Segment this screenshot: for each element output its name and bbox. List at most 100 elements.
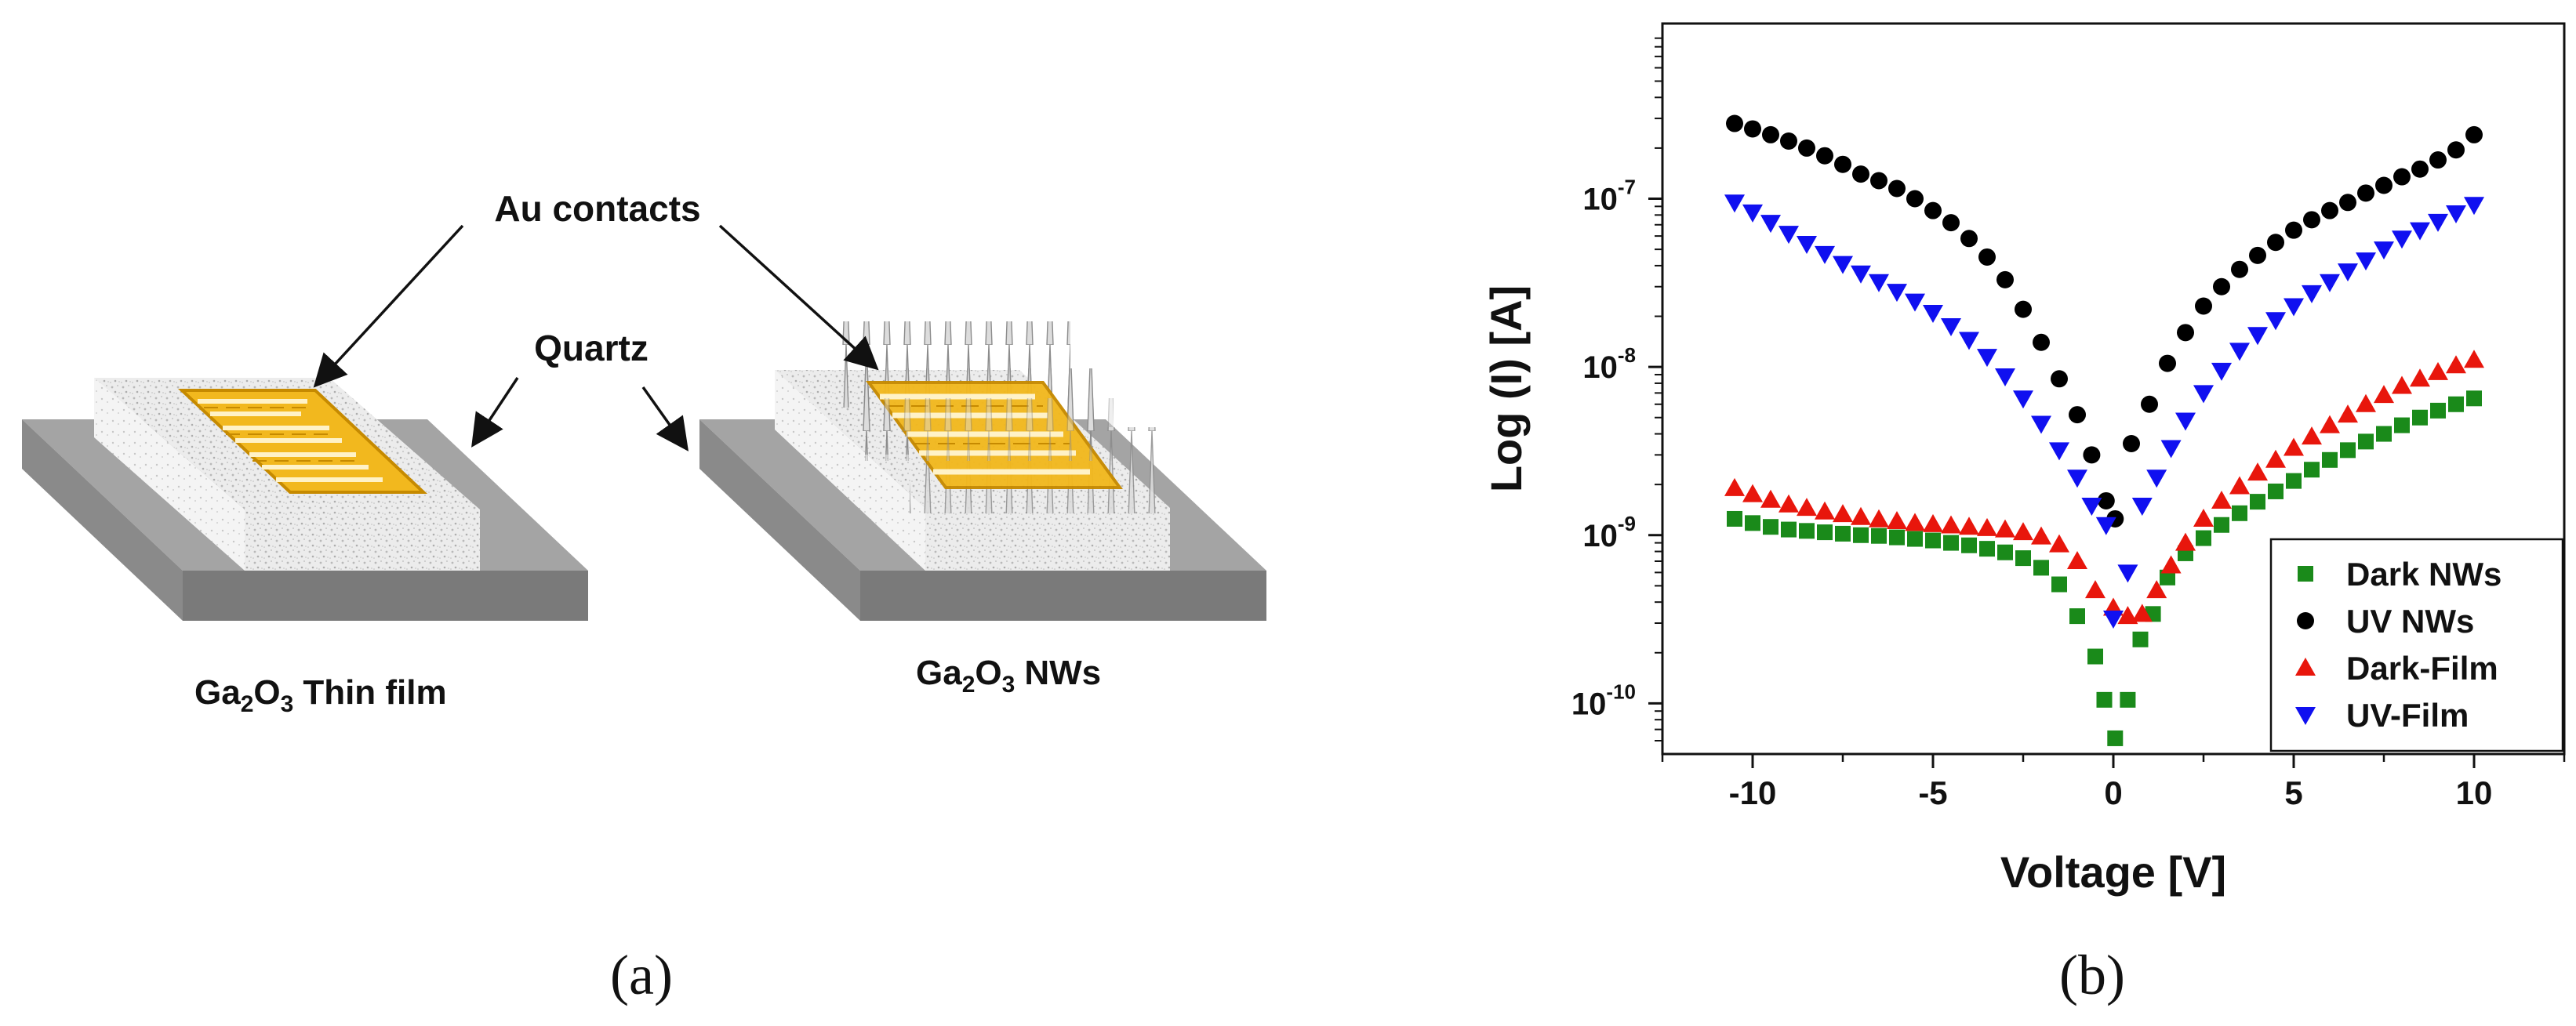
data-point — [2322, 451, 2338, 468]
film-side — [925, 508, 1170, 571]
data-point — [2211, 490, 2232, 509]
arrow-quartz-left — [471, 377, 519, 448]
data-point — [2447, 141, 2465, 159]
data-point — [2464, 197, 2484, 216]
data-point — [2302, 426, 2322, 445]
series-dark-nws — [1727, 390, 2482, 746]
data-point — [2015, 550, 2031, 567]
data-point — [2160, 569, 2175, 586]
x-tick-label: -5 — [1918, 774, 1947, 811]
data-point — [2428, 361, 2448, 380]
data-point — [2430, 402, 2446, 419]
data-point — [1887, 510, 1907, 529]
data-point — [2131, 497, 2153, 516]
data-point — [2320, 415, 2340, 433]
data-point — [2013, 522, 2033, 541]
data-point — [2411, 160, 2429, 178]
data-point — [1870, 172, 1887, 190]
data-point — [1887, 284, 1907, 303]
data-point — [1798, 139, 1815, 157]
legend-marker — [2295, 658, 2316, 676]
panel-b: -10 -5 0 5 10 10-10 10-9 10-8 10-7 Voltage [V] Log… — [1481, 22, 2566, 1006]
data-point — [2196, 530, 2211, 546]
data-point — [2033, 333, 2050, 351]
data-point — [2146, 469, 2167, 488]
data-point — [2302, 285, 2322, 303]
data-point — [2249, 246, 2266, 264]
data-point — [2304, 462, 2320, 478]
nanowire-name: Ga2O3 NWs — [916, 654, 1101, 698]
data-point — [1943, 535, 1959, 551]
data-point — [2067, 469, 2087, 488]
y-axis-title: Log (I) [A] — [1481, 285, 1531, 492]
data-point — [2412, 409, 2428, 426]
data-point — [2446, 355, 2466, 374]
data-point — [2193, 508, 2214, 527]
data-point — [2132, 631, 2149, 647]
data-point — [1778, 494, 1799, 513]
data-point — [2247, 462, 2268, 481]
data-point — [2428, 213, 2448, 232]
data-point — [2031, 526, 2051, 545]
data-point — [2231, 260, 2248, 278]
legend-marker — [2298, 566, 2313, 582]
data-point — [2284, 298, 2304, 317]
legend-label: UV-Film — [2346, 697, 2469, 734]
legend-label: UV NWs — [2346, 603, 2474, 640]
data-point — [2213, 277, 2230, 295]
nanowire-device — [699, 321, 1266, 621]
series-dark-film — [1724, 350, 2484, 625]
data-point — [1996, 270, 2014, 288]
data-point — [2410, 222, 2430, 241]
data-point — [2339, 194, 2356, 212]
data-point — [1781, 521, 1797, 538]
data-point — [2320, 274, 2340, 292]
data-point — [1997, 544, 2013, 560]
data-point — [2392, 375, 2412, 394]
data-point — [1851, 506, 1871, 525]
quartz-side — [183, 571, 588, 621]
data-point — [1742, 484, 1763, 502]
thin-film-name: Ga2O3 Thin film — [194, 673, 447, 717]
data-point — [1978, 248, 1996, 266]
data-point — [2096, 691, 2113, 708]
data-point — [2141, 395, 2158, 413]
data-point — [1724, 477, 1745, 496]
data-point — [1778, 226, 1799, 245]
data-point — [2123, 434, 2140, 452]
data-point — [1817, 524, 1833, 541]
data-point — [1815, 245, 1835, 264]
data-point — [2356, 252, 2376, 271]
data-point — [2232, 505, 2247, 521]
y-tick-label: 10-7 — [1582, 176, 1636, 217]
data-point — [1941, 317, 1961, 336]
data-point — [1960, 230, 1978, 248]
data-point — [1979, 541, 1995, 557]
data-point — [1888, 179, 1906, 198]
data-point — [2160, 440, 2182, 459]
data-point — [1797, 235, 1817, 254]
x-tick-label: -10 — [1729, 774, 1777, 811]
legend-label: Dark NWs — [2346, 556, 2502, 593]
data-point — [2013, 390, 2033, 409]
data-point — [1727, 510, 1742, 527]
data-point — [2051, 370, 2068, 388]
data-point — [1762, 125, 1779, 143]
data-point — [1995, 368, 2015, 387]
nanowire-array-top — [855, 398, 1114, 461]
data-point — [1977, 517, 1997, 536]
data-point — [1851, 265, 1871, 284]
film-side — [245, 509, 480, 571]
data-point — [2448, 396, 2464, 412]
data-point — [2049, 442, 2069, 461]
legend-marker — [2297, 612, 2314, 629]
data-point — [2268, 483, 2284, 499]
data-point — [2117, 606, 2138, 625]
data-point — [1816, 147, 1833, 165]
x-tick-label: 0 — [2104, 774, 2122, 811]
data-point — [1942, 214, 1960, 232]
data-point — [2465, 125, 2483, 143]
data-point — [1923, 513, 1943, 532]
data-point — [2175, 412, 2196, 431]
data-point — [2393, 168, 2411, 186]
